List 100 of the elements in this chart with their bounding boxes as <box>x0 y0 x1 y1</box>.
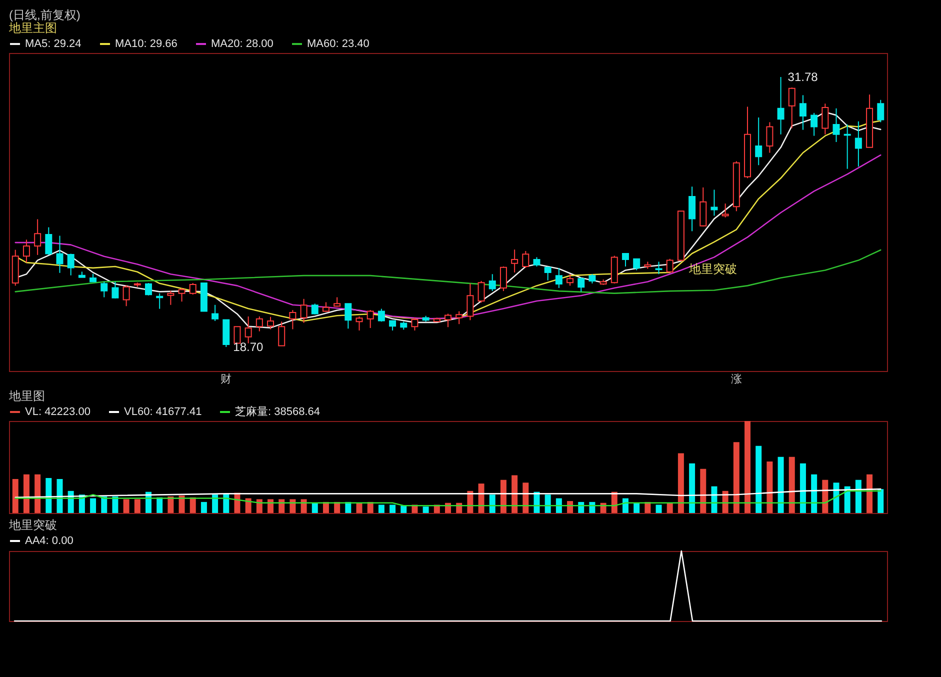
candlestick <box>488 274 496 292</box>
legend-label: VL: 42223.00 <box>25 406 90 418</box>
candlestick <box>511 249 518 273</box>
bar <box>190 497 196 513</box>
candlestick <box>178 288 186 302</box>
candlestick <box>167 290 174 306</box>
candlestick <box>710 189 718 216</box>
x-tick-label: 涨 <box>730 374 742 386</box>
bar <box>34 474 41 513</box>
legend-label: VL60: 41677.41 <box>124 406 202 418</box>
bar <box>544 494 551 513</box>
candlestick <box>622 252 629 267</box>
bar <box>711 486 718 513</box>
annotation: 31.78 <box>788 70 818 84</box>
bar <box>422 506 429 513</box>
annotation: 地里突破 <box>688 262 737 276</box>
candlestick <box>356 316 363 331</box>
candlestick <box>289 310 296 330</box>
candlestick <box>700 186 707 227</box>
candlestick <box>267 316 274 330</box>
candlestick <box>22 239 30 264</box>
bar <box>733 442 740 513</box>
candlestick <box>256 316 263 332</box>
candlestick <box>877 99 884 123</box>
candlestick <box>799 94 806 130</box>
candlestick <box>122 284 130 307</box>
chart-subtitle: 地里主图 <box>8 21 57 35</box>
chart-title: 地里突破 <box>8 518 57 532</box>
chart-title: (日线,前复权) <box>9 8 80 22</box>
bar <box>666 502 673 513</box>
bar <box>878 489 884 513</box>
bar <box>689 463 696 513</box>
candlestick <box>533 256 540 267</box>
bar <box>200 502 207 513</box>
bar <box>156 497 163 513</box>
bar <box>788 456 795 513</box>
bar <box>378 504 384 513</box>
bar <box>744 421 750 513</box>
bar <box>112 496 118 513</box>
candlestick <box>156 292 164 310</box>
bar <box>245 498 252 513</box>
bar <box>390 504 396 513</box>
bar <box>656 504 662 513</box>
candlestick <box>278 321 286 346</box>
legend-label: MA10: 29.66 <box>115 38 178 50</box>
legend-label: AA4: 0.00 <box>25 535 74 547</box>
candlestick <box>688 186 696 232</box>
bar <box>134 499 140 513</box>
candlestick <box>311 303 318 315</box>
legend-label: MA20: 28.00 <box>211 38 274 50</box>
candlestick <box>566 274 574 286</box>
candlestick <box>67 253 74 276</box>
bar <box>766 461 773 513</box>
candlestick <box>322 302 330 312</box>
bar <box>168 496 174 513</box>
bar <box>844 486 850 513</box>
bar <box>489 494 496 513</box>
candlestick <box>544 266 552 281</box>
bar <box>522 482 529 513</box>
bar <box>400 506 407 513</box>
bar <box>866 474 873 513</box>
bar <box>123 499 130 513</box>
candlestick <box>34 218 42 256</box>
bar <box>46 478 52 513</box>
chart-title: 地里图 <box>8 389 45 403</box>
bar <box>622 498 628 513</box>
legend-label: 芝麻量: 38568.64 <box>235 405 320 418</box>
candlestick <box>578 276 585 292</box>
candlestick <box>777 76 784 135</box>
bar <box>12 478 18 513</box>
bar <box>778 456 784 513</box>
candlestick <box>189 282 196 296</box>
candlestick <box>56 235 64 274</box>
candlestick <box>788 87 796 129</box>
bar <box>23 474 30 513</box>
bar <box>678 453 684 513</box>
legend-label: MA5: 29.24 <box>25 38 82 50</box>
bar <box>90 498 96 513</box>
candlestick <box>444 313 452 328</box>
candlestick <box>389 320 396 331</box>
bar <box>800 463 806 513</box>
candlestick <box>411 317 418 331</box>
bar <box>356 502 362 513</box>
candlestick <box>100 281 108 298</box>
candlestick <box>234 326 241 344</box>
candlestick <box>832 108 840 143</box>
bar <box>822 480 828 513</box>
candlestick <box>212 304 219 322</box>
candlestick <box>822 103 829 135</box>
bar <box>634 502 640 513</box>
candlestick <box>366 310 374 329</box>
x-tick-label: 财 <box>220 372 232 386</box>
candlestick <box>500 266 507 292</box>
candlestick <box>555 267 562 288</box>
candlestick <box>854 120 862 168</box>
candlestick <box>300 298 308 324</box>
candlestick <box>45 226 52 256</box>
candlestick <box>755 116 762 166</box>
candlestick <box>522 250 530 268</box>
candlestick <box>633 258 640 271</box>
